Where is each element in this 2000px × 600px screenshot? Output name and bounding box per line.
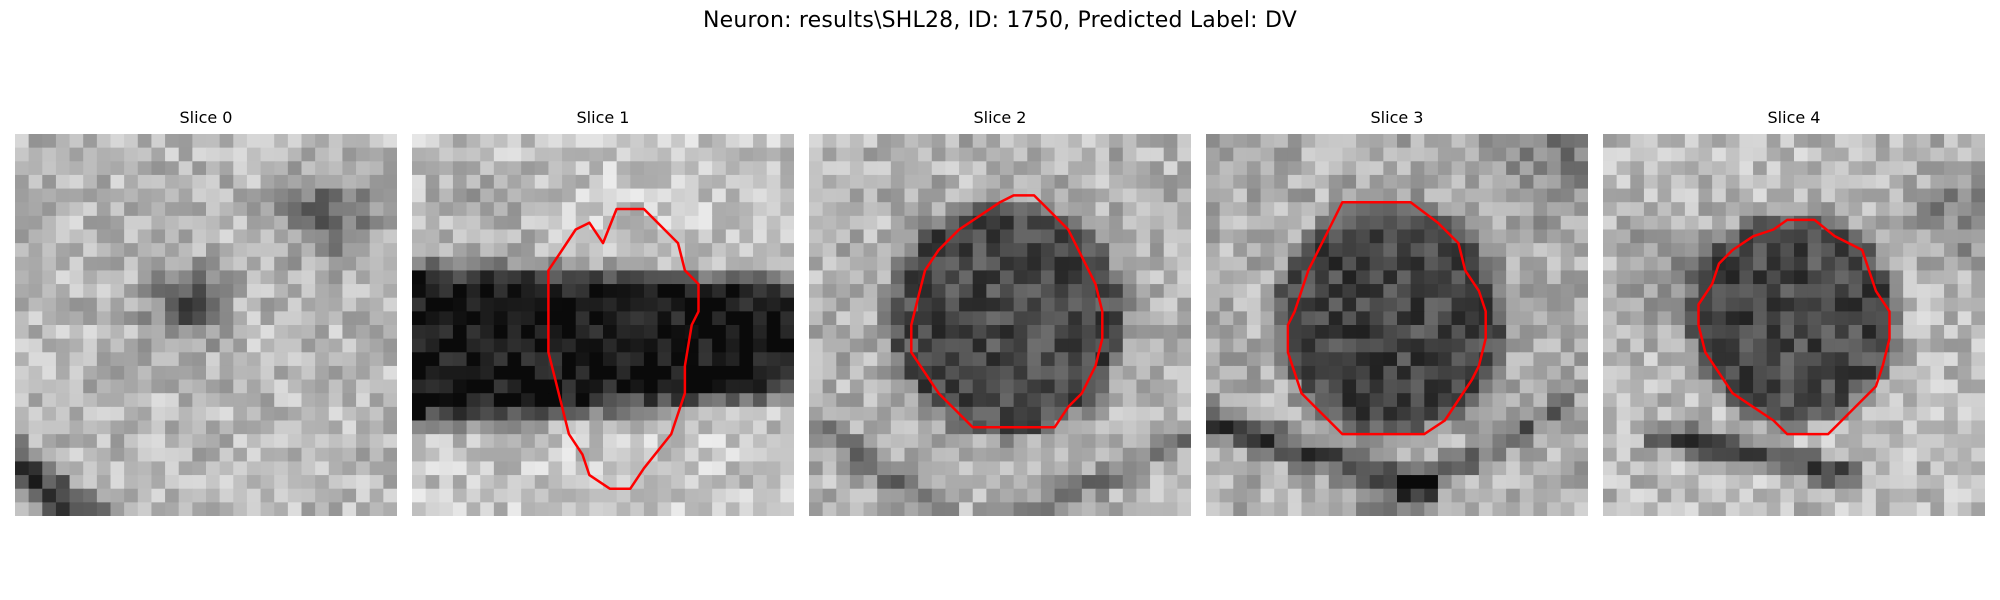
- slice-panel-0: Slice 0: [15, 108, 397, 516]
- slice-pixels-2: [809, 134, 1191, 516]
- figure-title: Neuron: results\SHL28, ID: 1750, Predict…: [702, 8, 1297, 33]
- slice-pixels-4: [1603, 134, 1985, 516]
- segmentation-contour-2: [910, 194, 1104, 429]
- slice-pixels-1: [412, 134, 794, 516]
- slice-title-0: Slice 0: [179, 108, 233, 127]
- slice-image-2: [809, 134, 1191, 516]
- slice-image-0: [15, 134, 397, 516]
- slice-title-2: Slice 2: [973, 108, 1027, 127]
- slice-pixels-3: [1206, 134, 1588, 516]
- segmentation-contour-1: [547, 207, 700, 490]
- slice-panel-1: Slice 1: [412, 108, 794, 516]
- segmentation-contour-3: [1286, 200, 1487, 436]
- slice-title-3: Slice 3: [1370, 108, 1424, 127]
- slice-image-3: [1206, 134, 1588, 516]
- slice-panel-2: Slice 2: [809, 108, 1191, 516]
- slice-pixels-0: [15, 134, 397, 516]
- segmentation-contour-4: [1697, 218, 1891, 436]
- slice-title-4: Slice 4: [1767, 108, 1821, 127]
- slice-title-1: Slice 1: [576, 108, 630, 127]
- slice-panel-3: Slice 3: [1206, 108, 1588, 516]
- slice-panel-4: Slice 4: [1603, 108, 1985, 516]
- slice-image-4: [1603, 134, 1985, 516]
- slice-image-1: [412, 134, 794, 516]
